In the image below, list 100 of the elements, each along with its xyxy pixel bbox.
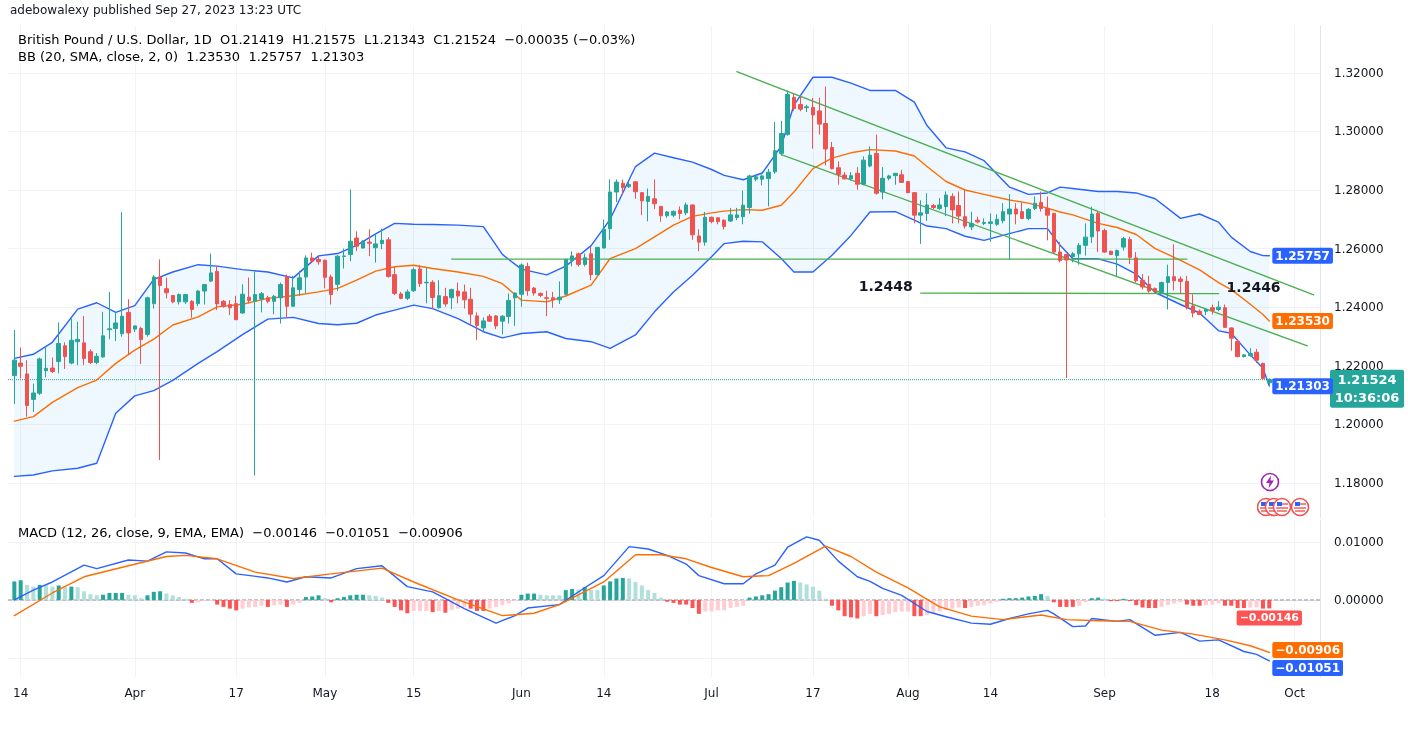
candlestick: [126, 298, 131, 356]
candlestick: [1007, 193, 1012, 261]
bar: [278, 599, 283, 605]
candlestick: [1185, 275, 1189, 310]
bar: [677, 599, 682, 605]
bar: [1064, 599, 1069, 607]
bar: [360, 594, 365, 600]
candlestick: [614, 178, 619, 203]
candlestick: [741, 190, 745, 225]
candlestick: [367, 228, 372, 257]
bar: [75, 587, 80, 600]
candlestick: [995, 213, 999, 227]
bar: [551, 595, 556, 600]
y-tick-label: 1.22000: [1334, 358, 1384, 373]
bar: [1045, 595, 1050, 600]
bar: [855, 599, 860, 619]
candlestick: [152, 274, 156, 310]
candlestick: [1109, 250, 1113, 256]
candlestick: [538, 292, 543, 298]
candlestick: [456, 282, 460, 304]
data-label: 1.2448: [858, 278, 913, 295]
candlestick: [1267, 377, 1272, 386]
candlestick: [602, 219, 606, 250]
bar: [595, 590, 600, 600]
candlestick: [437, 279, 441, 310]
bar: [690, 599, 695, 609]
bar: [1140, 599, 1145, 608]
candlestick: [544, 290, 549, 317]
bar: [544, 595, 549, 600]
candlestick: [1242, 353, 1246, 359]
candlestick: [811, 97, 815, 150]
candlestick: [868, 145, 872, 168]
candlestick: [405, 289, 410, 301]
candlestick: [1248, 347, 1253, 358]
candlestick: [513, 292, 517, 327]
bar: [25, 584, 30, 600]
candlestick: [557, 280, 562, 305]
bar: [684, 599, 689, 605]
candlestick: [221, 299, 226, 309]
x-tick-label: Jul: [703, 686, 719, 700]
bar: [284, 599, 289, 607]
bar: [1058, 599, 1063, 607]
candlestick: [747, 174, 752, 215]
bar: [1235, 599, 1240, 609]
candlestick: [792, 92, 796, 112]
bar: [437, 599, 441, 611]
candlestick: [342, 248, 346, 269]
bar: [887, 599, 891, 614]
candlestick: [361, 239, 365, 250]
candlestick: [906, 180, 910, 194]
bar: [56, 585, 61, 600]
text: 1.21303: [310, 49, 365, 64]
bar: [627, 578, 632, 600]
x-tick-label: Sep: [1093, 686, 1116, 700]
x-tick-label: Aug: [896, 686, 920, 700]
candlestick: [1172, 243, 1176, 291]
text: −0.01051: [325, 525, 390, 540]
candlestick: [1191, 293, 1195, 318]
candlestick: [893, 172, 898, 186]
bar: [297, 599, 302, 603]
bar: [538, 594, 543, 600]
candlestick: [830, 141, 834, 170]
candlestick: [1045, 195, 1050, 241]
x-tick-label: Oct: [1284, 686, 1306, 700]
bar: [405, 599, 410, 614]
candlestick: [1096, 211, 1100, 253]
candlestick: [1064, 253, 1069, 379]
bar: [1159, 599, 1164, 607]
candlestick: [335, 254, 340, 292]
candlestick: [487, 313, 492, 323]
x-tick-label: 15: [406, 686, 422, 700]
bar: [386, 599, 391, 603]
candlestick: [145, 296, 150, 338]
candlestick: [716, 216, 720, 225]
candlestick: [158, 258, 162, 461]
bar: [221, 599, 226, 607]
bar: [1248, 599, 1253, 608]
candlestick: [82, 315, 86, 366]
candlestick: [1102, 228, 1107, 254]
bar: [367, 595, 372, 600]
candlestick: [690, 204, 695, 241]
bar: [120, 593, 125, 600]
bar: [348, 595, 353, 600]
candlestick: [247, 277, 251, 304]
text: 1.23530: [186, 49, 241, 64]
bar: [671, 599, 676, 603]
x-tick-label: 14: [13, 686, 29, 700]
bar: [392, 599, 397, 607]
candlestick: [1166, 264, 1170, 310]
bar: [1134, 599, 1139, 606]
candlestick: [494, 314, 498, 330]
candlestick: [576, 252, 581, 267]
candlestick: [190, 299, 194, 319]
candlestick: [475, 311, 479, 341]
bar: [899, 599, 904, 612]
ref-line-label: 1.21524: [1337, 372, 1397, 388]
bar: [164, 593, 169, 600]
text: O1.21419 H1.21575 L1.21343 C1.21524 −0.00035 (−0.03%): [219, 32, 636, 47]
bar: [265, 599, 270, 607]
candlestick: [1115, 248, 1119, 277]
